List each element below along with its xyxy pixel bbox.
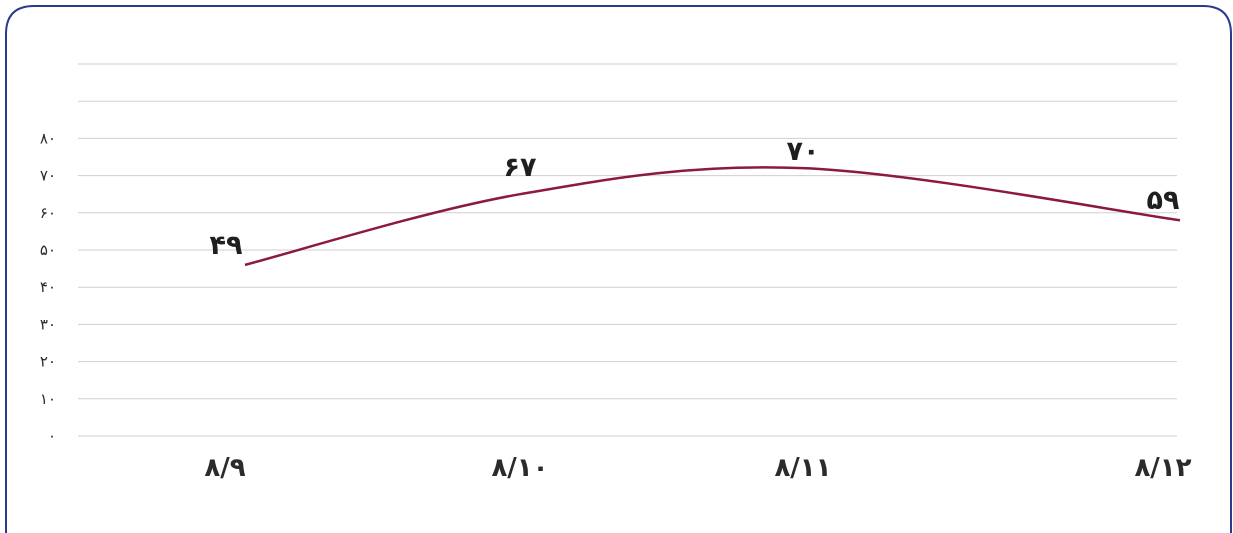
y-axis-ticks: ۰ ۱۰ ۲۰ ۳۰ ۴۰ ۵۰ ۶۰ ۷۰ ۸۰ (40, 129, 56, 445)
y-tick-label: ۳۰ (40, 315, 56, 333)
data-label: ۵۹ (1147, 185, 1180, 216)
y-tick-label: ۶۰ (40, 204, 56, 222)
x-axis-ticks: ۸/۹ ۸/۱۰ ۸/۱۱ ۸/۱۲ (204, 453, 1191, 483)
grid (78, 63, 1177, 437)
data-label: ۶۷ (504, 152, 537, 183)
x-tick-label: ۸/۱۲ (1134, 453, 1191, 483)
x-tick-label: ۸/۱۰ (491, 453, 548, 483)
y-tick-label: ۸۰ (40, 129, 56, 147)
data-labels: ۴۹ ۶۷ ۷۰ ۵۹ (210, 136, 1180, 261)
y-tick-label: ۵۰ (40, 241, 56, 259)
x-tick-label: ۸/۱۱ (774, 453, 831, 483)
y-tick-label: ۰ (48, 427, 56, 445)
y-tick-label: ۱۰ (40, 390, 56, 408)
chart-border (5, 5, 1232, 533)
data-label: ۴۹ (210, 230, 243, 261)
y-tick-label: ۲۰ (40, 353, 56, 371)
series-line (244, 166, 1181, 267)
y-tick-label: ۴۰ (40, 278, 56, 296)
data-label: ۷۰ (787, 136, 820, 167)
x-tick-label: ۸/۹ (204, 453, 245, 483)
y-tick-label: ۷۰ (40, 167, 56, 185)
